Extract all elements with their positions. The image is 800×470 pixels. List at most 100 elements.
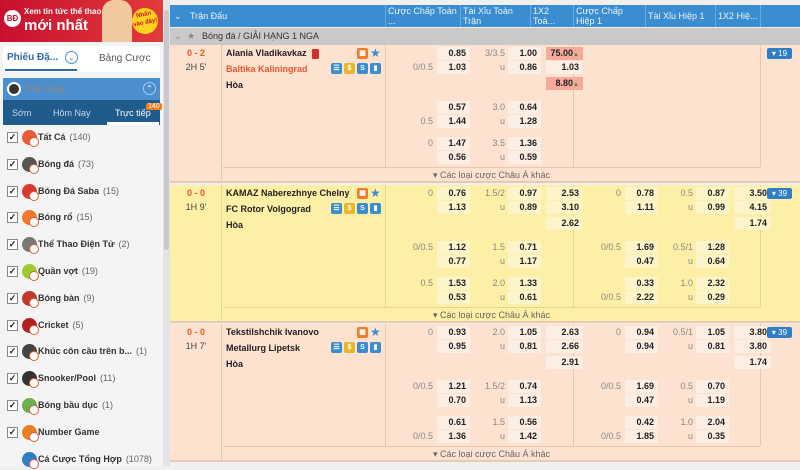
over-under-odds[interactable]: 0.61: [508, 290, 541, 304]
sport-item[interactable]: ✓ Khúc côn cầu trên b... (1): [5, 342, 160, 362]
over-under-odds[interactable]: 1.28: [696, 240, 729, 254]
more-asian-bets-link[interactable]: ▾ Các loại cược Châu Á khác: [223, 306, 760, 323]
star-icon[interactable]: ★: [187, 31, 196, 41]
checkbox[interactable]: ✓: [7, 266, 18, 277]
1x2-odds[interactable]: 3.50: [734, 186, 771, 200]
favorite-star-icon[interactable]: ★: [370, 46, 381, 60]
chevron-up-icon[interactable]: ⌃: [143, 82, 156, 95]
1x2-odds[interactable]: 2.63: [546, 326, 583, 339]
sport-item[interactable]: ✓ Snooker/Pool (11): [5, 369, 160, 389]
checkbox[interactable]: ✓: [7, 239, 18, 251]
over-under-odds[interactable]: 0.71: [508, 240, 541, 254]
over-under-odds[interactable]: 1.05: [508, 326, 541, 339]
1x2-odds[interactable]: 4.15: [734, 200, 771, 214]
handicap-odds[interactable]: 0.76: [437, 186, 470, 200]
sport-item[interactable]: ✓ Number Game: [5, 423, 160, 443]
handicap-odds[interactable]: 2.22: [625, 290, 658, 304]
collapse-icon[interactable]: ⌄: [174, 31, 182, 41]
list-icon[interactable]: ☰: [331, 342, 342, 353]
cashout-icon[interactable]: $: [344, 63, 355, 74]
column-header[interactable]: 1X2 Hiệ...: [718, 11, 758, 21]
1x2-odds[interactable]: 2.66: [546, 340, 583, 353]
favorite-star-icon[interactable]: ★: [370, 325, 381, 339]
handicap-odds[interactable]: 1.03: [437, 61, 470, 74]
sports-header[interactable]: Thể Thao ⌃: [3, 78, 160, 100]
checkbox[interactable]: ✓: [7, 426, 18, 438]
handicap-odds[interactable]: 0.42: [625, 416, 658, 429]
over-under-odds[interactable]: 1.13: [508, 394, 541, 407]
handicap-odds[interactable]: 0.47: [625, 394, 658, 407]
tab-live[interactable]: Trực tiếp: [115, 108, 151, 118]
column-header[interactable]: Trận Đấu: [190, 11, 228, 21]
sport-item[interactable]: ✓ Bóng bàn (9): [5, 289, 160, 309]
over-under-odds[interactable]: 1.33: [508, 276, 541, 290]
checkbox[interactable]: ✓: [7, 185, 18, 197]
handicap-odds[interactable]: 0.33: [625, 276, 658, 290]
over-under-odds[interactable]: 1.42: [508, 430, 541, 443]
list-icon[interactable]: ☰: [331, 63, 342, 74]
scrollbar-thumb[interactable]: [164, 10, 169, 250]
column-header[interactable]: Tài Xỉu Hiệp 1: [648, 11, 705, 21]
sport-item[interactable]: ✓ Bóng rổ (15): [5, 208, 160, 228]
sport-item[interactable]: ✓ Tất Cá (140): [5, 128, 160, 148]
over-under-odds[interactable]: 0.97: [508, 186, 541, 200]
over-under-odds[interactable]: 0.86: [508, 61, 541, 74]
handicap-odds[interactable]: 0.95: [437, 340, 470, 353]
handicap-odds[interactable]: 0.61: [437, 416, 470, 429]
checkbox[interactable]: ✓: [7, 132, 18, 143]
1x2-odds[interactable]: 8.80▲: [546, 77, 583, 90]
sport-item[interactable]: ✓ Cricket (5): [5, 316, 160, 336]
sport-item[interactable]: ✓ Quần vợt (19): [5, 262, 160, 282]
over-under-odds[interactable]: 0.35: [696, 430, 729, 443]
handicap-odds[interactable]: 0.56: [437, 151, 470, 164]
sport-item[interactable]: ✓ Thể Thao Điện Tử (2): [5, 235, 160, 255]
handicap-odds[interactable]: 1.36: [437, 430, 470, 443]
handicap-odds[interactable]: 0.93: [437, 326, 470, 339]
1x2-odds[interactable]: 3.10: [546, 200, 583, 214]
handicap-odds[interactable]: 0.78: [625, 186, 658, 200]
handicap-odds[interactable]: 1.69: [625, 240, 658, 254]
handicap-odds[interactable]: 0.94: [625, 326, 658, 339]
chart-icon[interactable]: ▮: [370, 63, 381, 74]
checkbox[interactable]: ✓: [7, 292, 18, 304]
handicap-odds[interactable]: 1.13: [437, 200, 470, 214]
over-under-odds[interactable]: 1.05: [696, 326, 729, 339]
column-header[interactable]: Cược Chấp Hiệp 1: [576, 6, 623, 26]
live-stream-icon[interactable]: S: [357, 202, 368, 214]
over-under-odds[interactable]: 0.29: [696, 290, 729, 304]
tab-bet-slip[interactable]: Phiếu Đặ...: [7, 52, 59, 63]
banner-tag[interactable]: Nhấn vào đây!: [129, 5, 161, 37]
handicap-odds[interactable]: 1.85: [625, 430, 658, 443]
news-banner[interactable]: BĐ Xem tin tức thể thao mới nhất Nhấn và…: [0, 0, 163, 42]
live-stream-icon[interactable]: S: [357, 342, 368, 353]
favorite-star-icon[interactable]: ★: [370, 185, 381, 200]
handicap-odds[interactable]: 0.57: [437, 101, 470, 114]
more-asian-bets-link[interactable]: ▾ Các loại cược Châu Á khác: [223, 446, 760, 462]
more-markets-button[interactable]: ▾ 39: [767, 327, 792, 338]
column-header[interactable]: Cược Chấp Toàn ...: [388, 6, 457, 26]
1x2-odds[interactable]: 3.80: [734, 326, 771, 339]
over-under-odds[interactable]: 0.70: [696, 380, 729, 393]
1x2-odds[interactable]: 2.91: [546, 356, 583, 369]
over-under-odds[interactable]: 0.89: [508, 200, 541, 214]
1x2-odds[interactable]: 2.53: [546, 186, 583, 200]
handicap-odds[interactable]: 0.53: [437, 290, 470, 304]
handicap-odds[interactable]: 1.21: [437, 380, 470, 393]
over-under-odds[interactable]: 1.19: [696, 394, 729, 407]
more-markets-button[interactable]: ▾ 39: [767, 187, 792, 199]
over-under-odds[interactable]: 0.81: [696, 340, 729, 353]
1x2-odds[interactable]: 1.74: [734, 356, 771, 369]
checkbox[interactable]: ✓: [7, 158, 18, 170]
handicap-odds[interactable]: 1.44: [437, 115, 470, 128]
checkbox[interactable]: ✓: [7, 373, 18, 385]
1x2-odds[interactable]: 1.03: [546, 61, 583, 74]
column-header[interactable]: 1X2 Toà...: [533, 6, 556, 26]
cashout-icon[interactable]: $: [344, 342, 355, 353]
cashout-icon[interactable]: $: [344, 202, 355, 214]
over-under-odds[interactable]: 0.64: [696, 254, 729, 268]
over-under-odds[interactable]: 0.56: [508, 416, 541, 429]
handicap-odds[interactable]: 0.77: [437, 254, 470, 268]
stats-board-icon[interactable]: ▦: [357, 48, 368, 59]
league-row[interactable]: ⌄ ★ Bóng đá / GIẢI HẠNG 1 NGA: [170, 28, 800, 45]
stats-board-icon[interactable]: ▦: [357, 187, 368, 199]
